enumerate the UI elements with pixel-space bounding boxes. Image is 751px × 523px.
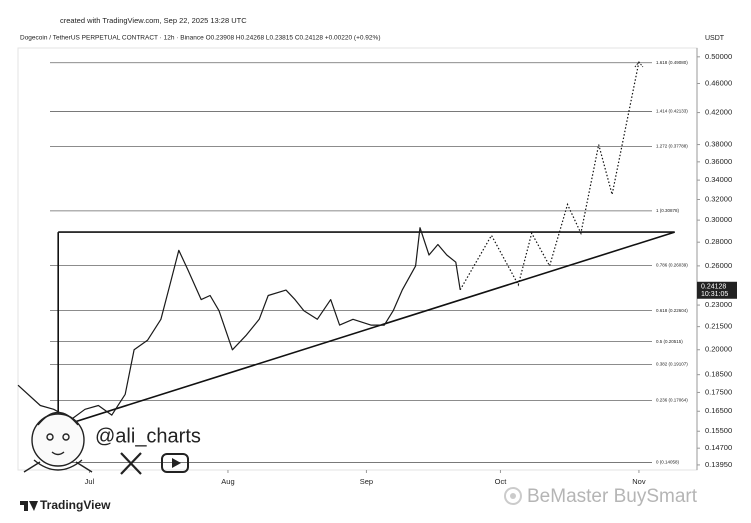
last-price-box	[697, 281, 737, 299]
last-price-label: 0.24128	[701, 284, 726, 291]
y-tick-label: 0.13950	[705, 460, 732, 469]
fib-label: 1 (0.30878)	[656, 208, 680, 213]
handle: @ali_charts	[95, 425, 201, 447]
fib-label: 0 (0.14058)	[656, 460, 680, 465]
y-tick-label: 0.20000	[705, 345, 732, 354]
projection-path	[459, 61, 640, 291]
fib-label: 1.272 (0.37788)	[656, 144, 688, 149]
triangle-pattern	[57, 231, 675, 429]
y-tick-label: 0.15500	[705, 426, 732, 435]
fib-label: 0.382 (0.19107)	[656, 362, 688, 367]
projection-arrowhead	[634, 61, 644, 68]
fib-label: 0.236 (0.17064)	[656, 398, 688, 403]
brand: TradingView	[40, 498, 111, 512]
x-tick-label: Jul	[85, 477, 95, 486]
y-tick-label: 0.21500	[705, 322, 732, 331]
plot: 0.50000 0.46000 0.42000 0.38000 0.36000 0.340…	[17, 52, 737, 486]
y-unit: USDT	[705, 35, 725, 42]
y-tick-label: 0.28000	[705, 237, 732, 246]
x-tick-label: Nov	[632, 477, 646, 486]
x-tick-label: Oct	[495, 477, 508, 486]
price-line	[17, 227, 461, 420]
y-tick-label: 0.23000	[705, 300, 732, 309]
countdown: 10:31:05	[701, 291, 728, 298]
y-tick-label: 0.18500	[705, 370, 732, 379]
y-tick-label: 0.36000	[705, 157, 732, 166]
fib-label: 0.5 (0.20515)	[656, 339, 683, 344]
y-tick-label: 0.42000	[705, 108, 732, 117]
y-tick-label: 0.26000	[705, 261, 732, 270]
youtube-icon[interactable]	[161, 453, 189, 473]
y-tick-label: 0.32000	[705, 194, 732, 203]
fib-label: 1.618 (0.49080)	[656, 60, 688, 65]
x-tick-label: Aug	[221, 477, 234, 486]
x-icon[interactable]	[120, 452, 142, 475]
chart-title: Dogecoin / TetherUS PERPETUAL CONTRACT ·…	[20, 35, 380, 42]
y-tick-label: 0.17500	[705, 387, 732, 396]
header: created with TradingView.com, Sep 22, 20…	[60, 16, 247, 25]
x-tick-label: Sep	[360, 477, 373, 486]
fib-label: 0.618 (0.22604)	[656, 308, 688, 313]
y-tick-label: 0.30000	[705, 215, 732, 224]
watermark: BeMaster BuySmart	[527, 486, 698, 507]
y-tick-label: 0.46000	[705, 78, 732, 87]
brand-logo	[20, 501, 38, 511]
y-tick-label: 0.38000	[705, 140, 732, 149]
fib-label: 0.786 (0.26039)	[656, 263, 688, 268]
y-tick-label: 0.14700	[705, 443, 732, 452]
avatar	[23, 411, 93, 473]
fib-label: 1.414 (0.42133)	[656, 109, 688, 114]
y-tick-label: 0.34000	[705, 175, 732, 184]
watermark-icon	[504, 487, 522, 505]
y-tick-label: 0.16500	[705, 406, 732, 415]
y-tick-label: 0.50000	[705, 52, 732, 61]
